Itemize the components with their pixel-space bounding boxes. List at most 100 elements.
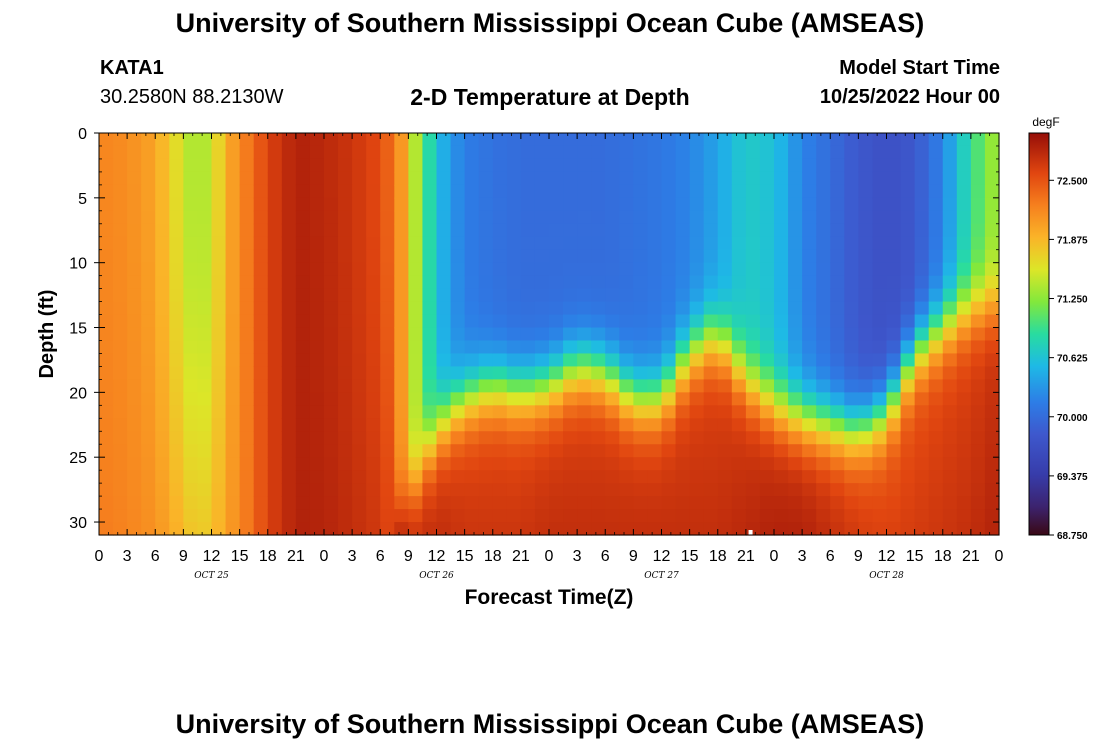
heatmap-cell bbox=[183, 262, 199, 277]
heatmap-cell bbox=[605, 133, 620, 147]
heatmap-cell bbox=[577, 314, 592, 329]
heatmap-cell bbox=[309, 340, 325, 355]
heatmap-cell bbox=[956, 353, 972, 368]
heatmap-cell bbox=[802, 340, 817, 355]
heatmap-cell bbox=[169, 288, 184, 303]
heatmap-cell bbox=[239, 145, 255, 160]
heatmap-cell bbox=[647, 171, 663, 186]
heatmap-cell bbox=[338, 431, 353, 445]
heatmap-cell bbox=[295, 431, 311, 445]
heatmap-cell bbox=[113, 236, 128, 251]
heatmap-cell bbox=[830, 379, 845, 393]
heatmap-cell bbox=[295, 366, 311, 380]
heatmap-cell bbox=[464, 431, 480, 445]
heatmap-cell bbox=[295, 379, 311, 393]
heatmap-cell bbox=[759, 145, 775, 160]
heatmap-cell bbox=[99, 184, 114, 199]
heatmap-cell bbox=[520, 483, 536, 497]
heatmap-cell bbox=[492, 366, 508, 380]
heatmap-cell bbox=[464, 133, 480, 147]
heatmap-cell bbox=[759, 236, 775, 251]
heatmap-cell bbox=[324, 197, 339, 212]
heatmap-cell bbox=[520, 236, 536, 251]
heatmap-cell bbox=[970, 431, 986, 445]
heatmap-cell bbox=[450, 353, 466, 368]
heatmap-cell bbox=[127, 197, 142, 212]
heatmap-cell bbox=[380, 340, 395, 355]
heatmap-cell bbox=[886, 223, 902, 238]
heatmap-cell bbox=[928, 171, 944, 186]
heatmap-cell bbox=[942, 522, 958, 536]
heatmap-cell bbox=[520, 431, 536, 445]
heatmap-cell bbox=[309, 405, 325, 419]
heatmap-cell bbox=[253, 457, 269, 471]
heatmap-cell bbox=[661, 210, 677, 225]
heatmap-cell bbox=[464, 275, 480, 290]
heatmap-cell bbox=[886, 314, 902, 329]
heatmap-cell bbox=[183, 509, 199, 523]
heatmap-cell bbox=[309, 431, 325, 445]
heatmap-cell bbox=[647, 249, 663, 264]
heatmap-cell bbox=[675, 392, 691, 406]
heatmap-cell bbox=[183, 405, 199, 419]
heatmap-cell bbox=[141, 379, 156, 393]
heatmap-cell bbox=[802, 223, 817, 238]
heatmap-cell bbox=[408, 145, 424, 160]
heatmap-cell bbox=[239, 379, 255, 393]
heatmap-cell bbox=[900, 522, 916, 536]
heatmap-cell bbox=[619, 470, 634, 484]
heatmap-cell bbox=[366, 353, 381, 368]
heatmap-cell bbox=[703, 379, 719, 393]
heatmap-cell bbox=[619, 275, 634, 290]
heatmap-cell bbox=[394, 418, 409, 432]
heatmap-cell bbox=[225, 223, 241, 238]
heatmap-cell bbox=[647, 301, 663, 316]
heatmap-cell bbox=[492, 509, 508, 523]
heatmap-cell bbox=[689, 444, 705, 458]
heatmap-cell bbox=[155, 171, 170, 186]
heatmap-cell bbox=[563, 340, 578, 355]
heatmap-cell bbox=[577, 509, 592, 523]
heatmap-cell bbox=[436, 133, 452, 147]
heatmap-cell bbox=[464, 236, 480, 251]
heatmap-cell bbox=[830, 470, 845, 484]
heatmap-cell bbox=[970, 444, 986, 458]
heatmap-cell bbox=[239, 392, 255, 406]
heatmap-cell bbox=[745, 223, 761, 238]
heatmap-cell bbox=[774, 197, 789, 212]
heatmap-cell bbox=[563, 249, 578, 264]
heatmap-cell bbox=[534, 158, 550, 173]
heatmap-cell bbox=[534, 262, 550, 277]
heatmap-cell bbox=[816, 133, 831, 147]
heatmap-cell bbox=[197, 133, 213, 147]
heatmap-cell bbox=[914, 457, 930, 471]
heatmap-cell bbox=[788, 197, 803, 212]
heatmap-cell bbox=[394, 197, 409, 212]
heatmap-cell bbox=[759, 288, 775, 303]
heatmap-cell bbox=[689, 379, 705, 393]
heatmap-cell bbox=[295, 262, 311, 277]
heatmap-cell bbox=[633, 158, 649, 173]
heatmap-cell bbox=[844, 210, 859, 225]
heatmap-cell bbox=[408, 158, 424, 173]
heatmap-cell bbox=[309, 223, 325, 238]
heatmap-cell bbox=[928, 340, 944, 355]
heatmap-cell bbox=[731, 262, 747, 277]
heatmap-cell bbox=[900, 288, 916, 303]
heatmap-cell bbox=[352, 470, 367, 484]
heatmap-cell bbox=[225, 314, 241, 329]
heatmap-cell bbox=[422, 483, 438, 497]
heatmap-cell bbox=[492, 496, 508, 510]
heatmap-cell bbox=[253, 197, 269, 212]
heatmap-cell bbox=[464, 496, 480, 510]
heatmap-cell bbox=[534, 431, 550, 445]
heatmap-cell bbox=[352, 133, 367, 147]
heatmap-cell bbox=[703, 158, 719, 173]
heatmap-cell bbox=[577, 418, 592, 432]
colorbar-tick-label: 68.750 bbox=[1057, 531, 1088, 542]
heatmap-cell bbox=[858, 522, 874, 536]
heatmap-cell bbox=[520, 314, 536, 329]
heatmap-cell bbox=[436, 444, 452, 458]
heatmap-cell bbox=[155, 223, 170, 238]
heatmap-cell bbox=[99, 236, 114, 251]
